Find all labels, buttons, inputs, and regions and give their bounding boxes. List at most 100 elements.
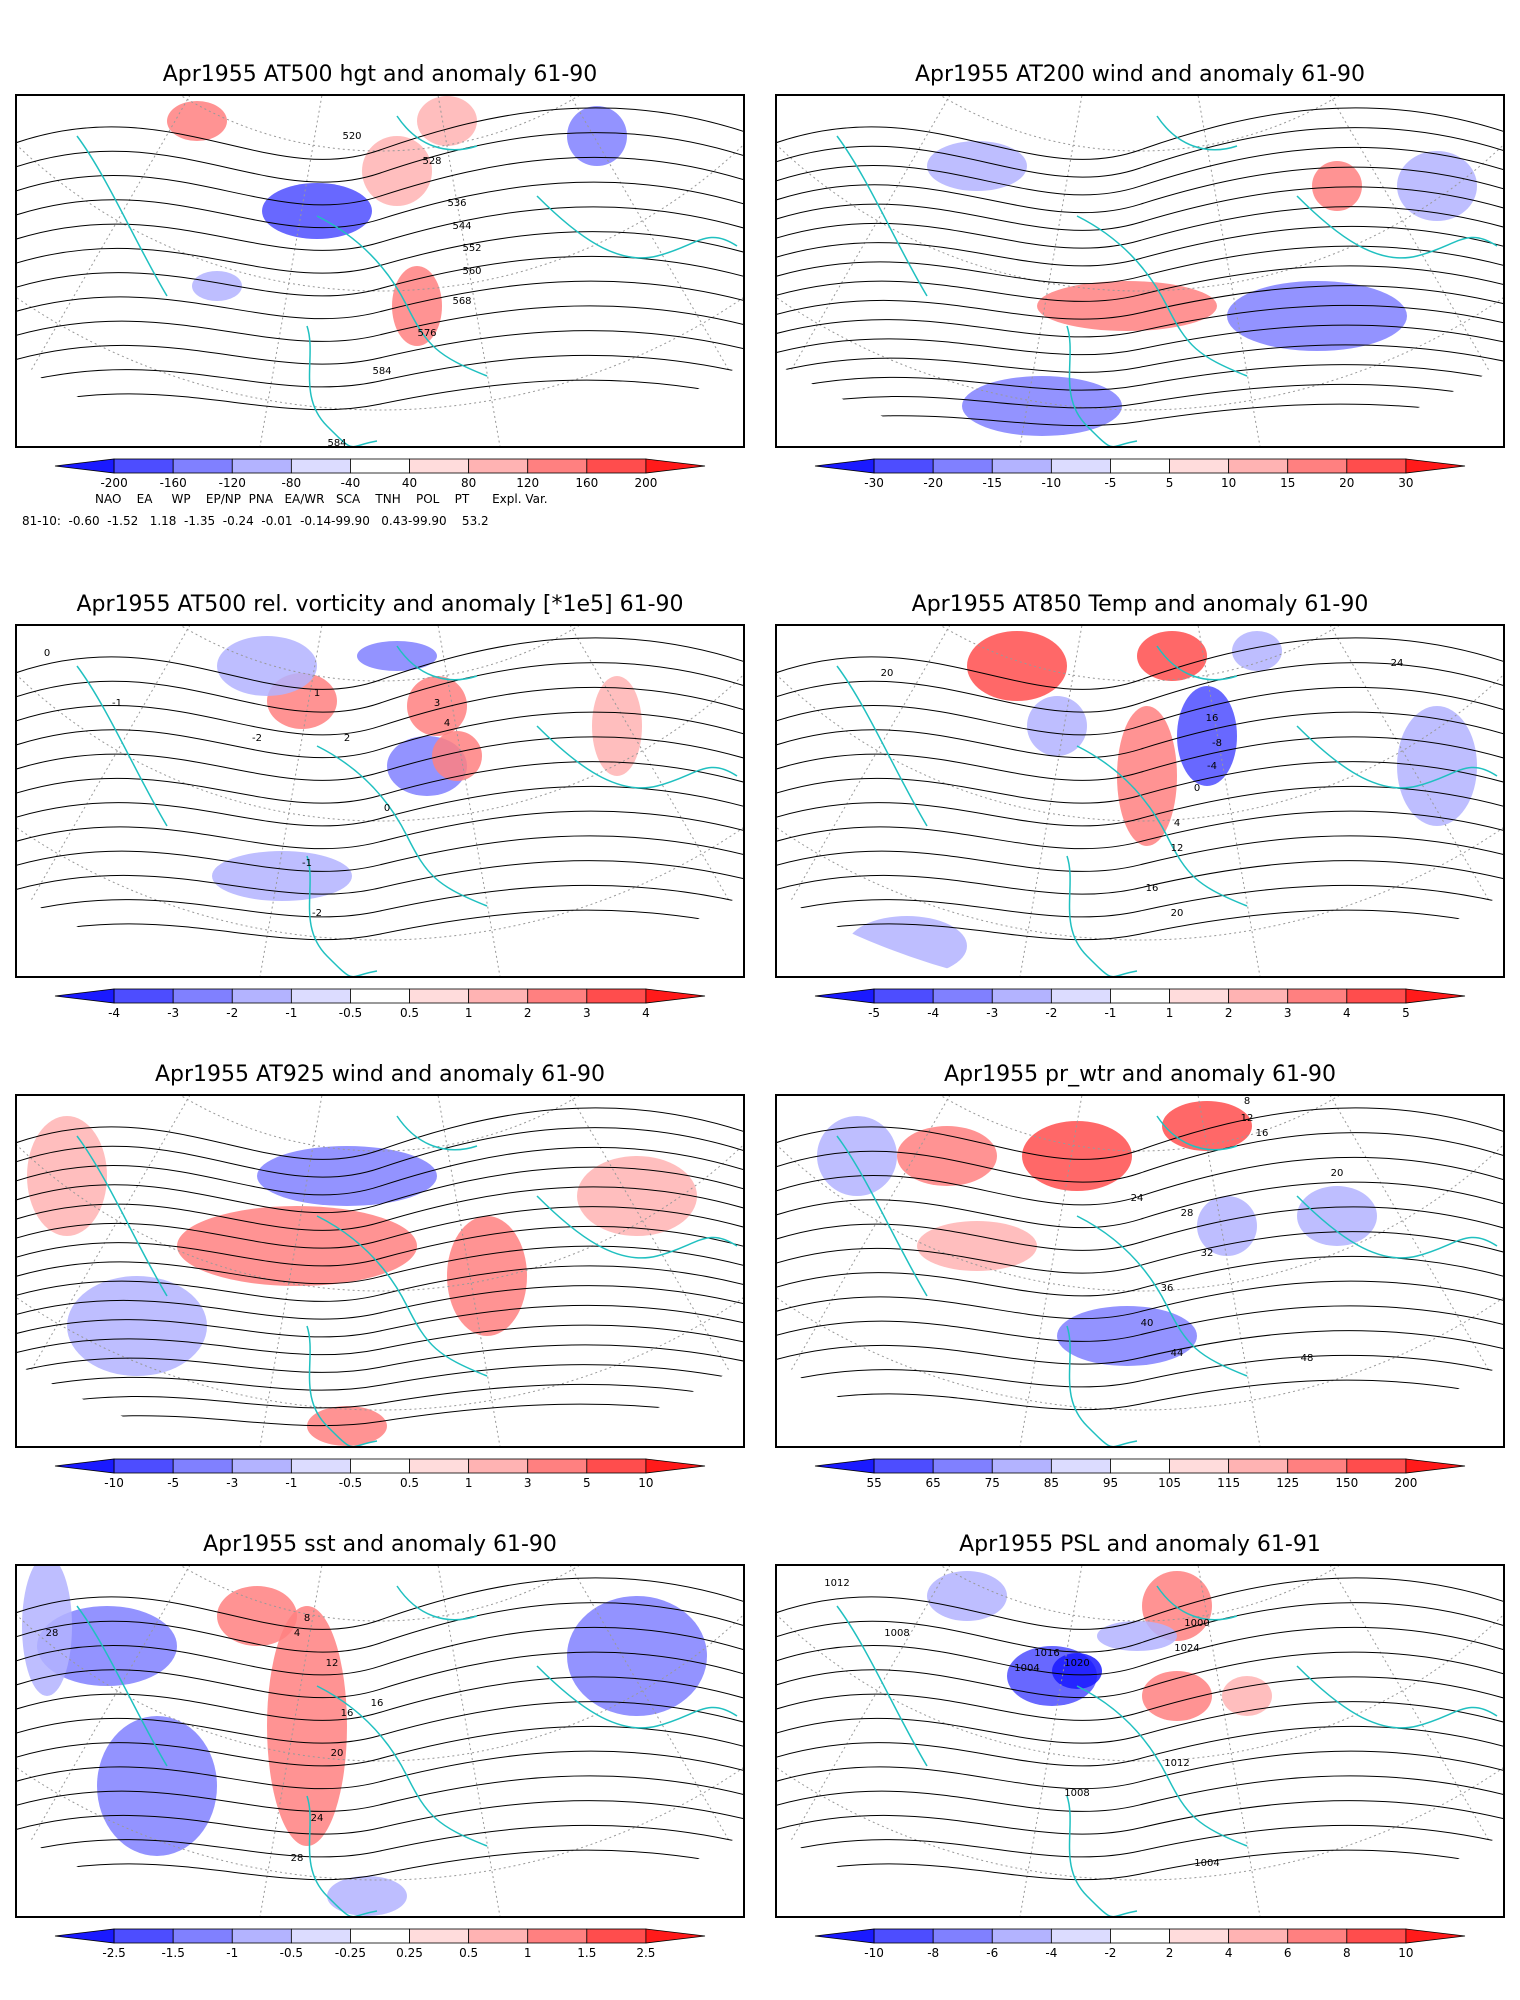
streamline <box>777 304 1503 338</box>
colorbar-tick-label: 5 <box>583 1476 591 1490</box>
colorbar-tick-label: 85 <box>1044 1476 1059 1490</box>
colorbar-arrow-right <box>1405 1458 1466 1474</box>
contour-label: 20 <box>881 668 894 679</box>
colorbar-segment <box>172 458 233 474</box>
coastline <box>536 725 738 789</box>
colorbar-tick-label: -40 <box>341 476 361 490</box>
colorbar-tick-label: 1 <box>465 1006 473 1020</box>
contour-line <box>777 1824 1503 1858</box>
colorbar-tick-label: -15 <box>982 476 1002 490</box>
anomaly-shading <box>217 636 317 696</box>
contour-label: 16 <box>1146 883 1159 894</box>
colorbar-segment <box>586 458 647 474</box>
colorbar: -5 -4 -3 -2 -1 1 2 3 4 5 <box>775 987 1505 1027</box>
contour-line <box>17 1577 743 1630</box>
map-plot: 520 528 536 544 552 560 568 576 584 584 <box>17 96 743 446</box>
anomaly-shading <box>927 1571 1007 1621</box>
colorbar-segment <box>1287 988 1348 1004</box>
anomaly-shading <box>567 106 627 166</box>
colorbar-segment <box>1050 1458 1111 1474</box>
colorbar-segment <box>468 1458 529 1474</box>
colorbar-segment <box>409 1928 470 1944</box>
contour-label: 16 <box>341 1708 354 1719</box>
colorbar-tick-label: -5 <box>1104 476 1116 490</box>
contour-line <box>17 1824 743 1858</box>
contour-label: 1016 <box>1034 1648 1059 1659</box>
map-plot <box>777 96 1503 446</box>
coastline <box>836 665 928 827</box>
colorbar-tick-label: 0.5 <box>459 1946 478 1960</box>
colorbar-tick-label: -0.5 <box>280 1946 303 1960</box>
contour-line <box>17 206 743 251</box>
latitude-circle <box>777 1566 1503 1622</box>
coastline <box>76 1605 168 1767</box>
colorbar-arrow-left <box>54 988 115 1004</box>
map-frame: 8 12 16 20 24 28 32 36 40 44 48 <box>775 1094 1505 1448</box>
meridian-line <box>379 626 503 976</box>
colorbar-segment <box>172 988 233 1004</box>
colorbar-segment <box>1287 1458 1348 1474</box>
streamline <box>777 403 1503 432</box>
colorbar-tick-label: -6 <box>986 1946 998 1960</box>
latitude-circle <box>777 96 1503 152</box>
contour-line <box>17 280 743 320</box>
panel-title: Apr1955 PSL and anomaly 61-91 <box>959 1532 1321 1557</box>
contour-label: 568 <box>452 296 471 307</box>
colorbar-tick-label: -10 <box>1042 476 1062 490</box>
contour-label: 0 <box>384 803 390 814</box>
streamline <box>777 206 1503 249</box>
contour-line <box>777 1255 1503 1297</box>
contour-line <box>777 884 1503 918</box>
colorbar-tick-label: 0.5 <box>400 1006 419 1020</box>
colorbar-tick-label: -1 <box>285 1476 297 1490</box>
anomaly-shading <box>817 1116 897 1196</box>
meridian-line <box>257 1566 381 1916</box>
colorbar-segment <box>172 1928 233 1944</box>
map-frame: 520 528 536 544 552 560 568 576 584 584 <box>15 94 745 448</box>
contour-line <box>777 835 1503 872</box>
colorbar-segment <box>932 1928 993 1944</box>
contour-line <box>17 785 743 827</box>
colorbar-tick-label: -2 <box>1045 1006 1057 1020</box>
contour-line <box>17 662 743 713</box>
meridian-line <box>1017 626 1141 976</box>
contour-line <box>777 736 1503 781</box>
anomaly-shading <box>1022 1121 1132 1191</box>
teleconnection-index-names: NAO EA WP EP/NP PNA EA/WR SCA TNH POL PT… <box>95 492 548 506</box>
map-field <box>777 1096 1503 1446</box>
streamline <box>777 383 1503 413</box>
colorbar-segment <box>1050 1928 1111 1944</box>
colorbar-tick-label: -0.5 <box>339 1476 362 1490</box>
contour-line <box>17 909 743 941</box>
colorbar-segment <box>991 1458 1052 1474</box>
contour-label: 8 <box>304 1613 310 1624</box>
colorbar-graphic: -30 -20 -15 -10 -5 5 10 15 20 30 <box>814 458 1466 490</box>
meridian-line <box>257 96 381 446</box>
contour-line <box>17 860 743 895</box>
colorbar-segment <box>586 1458 647 1474</box>
coastline <box>1066 1795 1138 1916</box>
coastline <box>1076 745 1248 907</box>
contour-line <box>777 1379 1503 1411</box>
colorbar-segment <box>873 1458 934 1474</box>
contour-label: 1012 <box>1164 1758 1189 1769</box>
colorbar-segment <box>290 988 351 1004</box>
colorbar-tick-label: -2 <box>226 1006 238 1020</box>
colorbar-tick-label: 55 <box>866 1476 881 1490</box>
panel-title: Apr1955 AT500 hgt and anomaly 61-90 <box>162 62 598 87</box>
anomaly-shading <box>1027 696 1087 756</box>
contour-label: 1000 <box>1184 1618 1209 1629</box>
colorbar-tick-label: 10 <box>638 1476 653 1490</box>
latitude-circle <box>17 1566 743 1881</box>
colorbar-segment <box>1050 458 1111 474</box>
colorbar-segment <box>350 1928 410 1944</box>
contour-line <box>17 1775 743 1812</box>
colorbar-segment <box>1110 458 1170 474</box>
colorbar-segment <box>231 1458 292 1474</box>
contour-label: 560 <box>462 266 481 277</box>
latitude-circle <box>17 1096 743 1411</box>
streamline <box>17 1245 743 1285</box>
colorbar-tick-label: 2 <box>524 1006 532 1020</box>
contour-line <box>17 637 743 690</box>
map-plot: 20 24 16 -8 -4 0 4 12 16 20 <box>777 626 1503 976</box>
